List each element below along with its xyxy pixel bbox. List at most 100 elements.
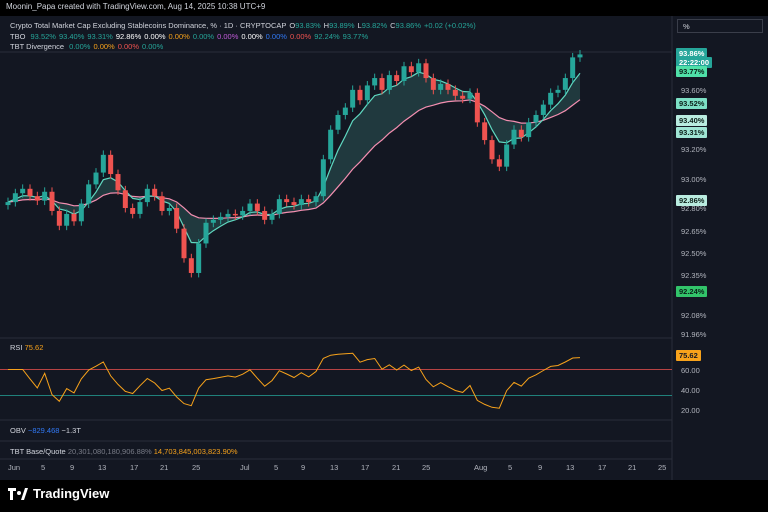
price-tag: 92.86% xyxy=(676,195,708,206)
time-tick: 9 xyxy=(70,463,75,472)
price-tick: 93.60% xyxy=(681,86,707,95)
time-tick: Jun xyxy=(8,463,21,472)
chart-area[interactable] xyxy=(0,16,768,480)
tbt-base-quote-legend[interactable]: TBT Base/Quote 20,301,080,180,906.88% 14… xyxy=(10,447,238,456)
candle-body xyxy=(372,78,378,86)
candle-body xyxy=(328,129,334,160)
rsi-tick: 20.00 xyxy=(681,406,700,415)
candle-body xyxy=(540,104,546,115)
candle-body xyxy=(152,188,158,197)
candle-body xyxy=(269,213,275,220)
tbt-divergence-legend[interactable]: TBT Divergence 0.00% 0.00% 0.00% 0.00% xyxy=(10,42,166,51)
tbo-value: 0.00% xyxy=(192,32,215,41)
candle-body xyxy=(320,159,326,197)
candle-body xyxy=(166,208,172,211)
candle-body xyxy=(225,213,231,217)
price-tick: 92.08% xyxy=(681,311,707,320)
price-tag: 93.31% xyxy=(676,127,708,138)
candle-body xyxy=(438,83,444,90)
candle-body xyxy=(42,191,48,201)
rsi-tick: 40.00 xyxy=(681,386,700,395)
candle-body xyxy=(306,199,312,203)
candle-body xyxy=(533,114,539,123)
tbo-value: 0.00% xyxy=(217,32,239,41)
candle-body xyxy=(562,78,568,90)
candle-body xyxy=(86,184,92,204)
candle-body xyxy=(357,89,363,101)
time-tick: 25 xyxy=(422,463,431,472)
candle-body xyxy=(122,190,128,209)
tbo-value: 93.31% xyxy=(87,32,113,41)
candle-body xyxy=(342,107,348,115)
scale-mode-toggle[interactable]: % xyxy=(677,19,763,33)
rsi-legend[interactable]: RSI 75.62 xyxy=(10,343,44,352)
open-value: 93.83% xyxy=(295,21,321,30)
candle-body xyxy=(93,172,99,185)
price-tick: 92.65% xyxy=(681,227,707,236)
div-value: 0.00% xyxy=(69,42,91,51)
candle-body xyxy=(423,63,429,79)
candle-body xyxy=(181,228,187,259)
div-value: 0.00% xyxy=(117,42,139,51)
tbo-value: 92.24% xyxy=(314,32,340,41)
candle-body xyxy=(298,199,304,206)
time-tick: 21 xyxy=(160,463,169,472)
candle-body xyxy=(115,174,121,191)
time-tick: 9 xyxy=(301,463,306,472)
time-tick: 9 xyxy=(538,463,543,472)
time-tick: 5 xyxy=(274,463,279,472)
rsi-tag: 75.62 xyxy=(676,350,701,361)
candle-body xyxy=(482,122,488,141)
symbol-title: Crypto Total Market Cap Excluding Stable… xyxy=(10,21,287,30)
candle-body xyxy=(34,196,40,201)
price-tag: 93.52% xyxy=(676,98,708,109)
candle-body xyxy=(489,140,495,160)
candle-body xyxy=(27,188,33,197)
candle-body xyxy=(20,188,26,194)
candle-body xyxy=(64,213,70,226)
candle-body xyxy=(335,114,341,130)
tbo-value: 92.86% xyxy=(115,32,142,41)
price-tick: 92.80% xyxy=(681,204,707,213)
price-tag: 93.40% xyxy=(676,115,708,126)
tbo-value: 0.00% xyxy=(241,32,263,41)
price-tick: 92.50% xyxy=(681,249,707,258)
candle-body xyxy=(474,92,480,123)
candle-body xyxy=(247,203,253,211)
candle-body xyxy=(144,188,150,203)
time-tick: 21 xyxy=(392,463,401,472)
candle-body xyxy=(504,144,510,167)
price-tag: 92.24% xyxy=(676,286,708,297)
candle-body xyxy=(284,199,290,203)
obv-legend[interactable]: OBV −829.468 −1.3T xyxy=(10,426,81,435)
candle-body xyxy=(467,92,473,99)
candle-body xyxy=(555,89,561,93)
rsi-value: 75.62 xyxy=(24,343,44,352)
tbo-legend[interactable]: TBO 93.52% 93.40% 93.31% 92.86% 0.00% 0.00% 0.… xyxy=(10,32,371,41)
tradingview-logo[interactable]: TradingView xyxy=(8,486,109,501)
price-tick: 93.00% xyxy=(681,175,707,184)
candle-body xyxy=(416,63,422,73)
candle-body xyxy=(240,210,246,216)
low-value: 93.82% xyxy=(361,21,388,30)
candle-body xyxy=(430,78,436,90)
candle-body xyxy=(203,222,209,244)
tradingview-logo-icon xyxy=(8,487,28,500)
candle-body xyxy=(137,202,143,214)
candle-body xyxy=(379,78,385,90)
tbo-value: 93.52% xyxy=(30,32,56,41)
candle-body xyxy=(496,159,502,167)
candle-body xyxy=(445,83,451,90)
slow-line xyxy=(7,99,581,220)
tbo-value: 0.00% xyxy=(265,32,287,41)
time-tick: 5 xyxy=(41,463,46,472)
candle-body xyxy=(408,66,414,73)
time-tick: 21 xyxy=(628,463,637,472)
price-tag: 93.77% xyxy=(676,66,708,77)
candle-body xyxy=(452,89,458,96)
candle-body xyxy=(108,154,114,175)
candle-body xyxy=(570,57,576,79)
candle-body xyxy=(518,129,524,138)
rsi-line xyxy=(8,352,581,409)
